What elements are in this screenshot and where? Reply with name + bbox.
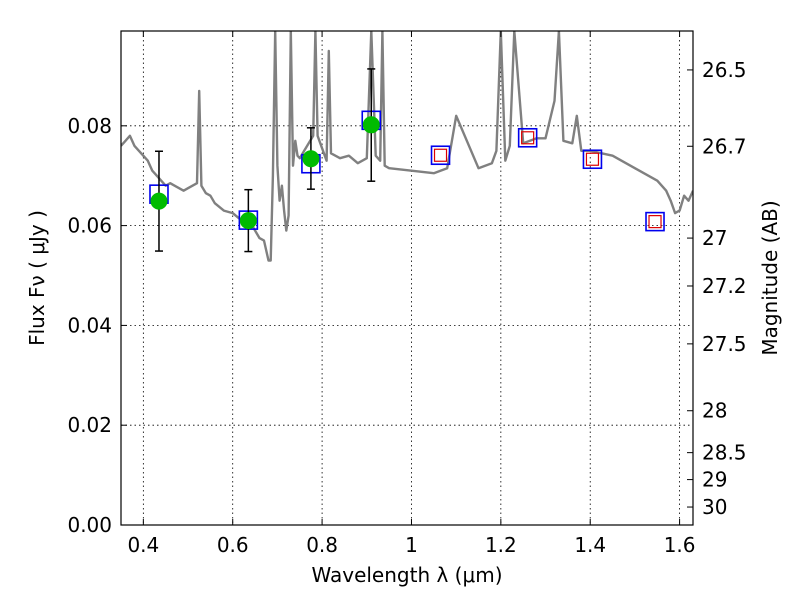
y-tick-label: 0.08 bbox=[67, 114, 112, 138]
x-tick-label: 1.6 bbox=[664, 533, 696, 557]
y-axis-label: Flux Fν ( μJy ) bbox=[25, 210, 49, 346]
predicted-nir-square bbox=[433, 148, 448, 162]
predicted-nir-square bbox=[585, 152, 600, 166]
observed-point bbox=[302, 150, 320, 168]
spectrum-line bbox=[121, 31, 693, 262]
x-tick-label: 1.4 bbox=[574, 533, 606, 557]
model-photometry-square bbox=[645, 211, 665, 232]
y2-tick-label: 28.5 bbox=[702, 441, 747, 465]
y-tick-label: 0.02 bbox=[67, 413, 112, 437]
model-spectrum bbox=[121, 31, 693, 262]
x-tick-label: 1 bbox=[405, 533, 418, 557]
x-tick-label: 0.6 bbox=[217, 533, 249, 557]
predicted-nir-square bbox=[648, 215, 662, 229]
predicted-nir-square bbox=[521, 131, 535, 145]
y2-tick-label: 26.5 bbox=[702, 58, 747, 82]
axis-ticks: 0.4 0.6 0.8 1 1.2 1.4 1.6 0.00 0.02 0.04 0.06 0.08 2… bbox=[67, 31, 747, 557]
model-photometry-square bbox=[582, 149, 603, 170]
y2-tick-label: 28 bbox=[702, 399, 727, 423]
model-photometry-square bbox=[430, 145, 451, 166]
y2-tick-label: 27.2 bbox=[702, 274, 747, 298]
model-photometry-square bbox=[517, 127, 538, 148]
observed-point bbox=[362, 116, 380, 134]
y2-tick-label: 27 bbox=[702, 226, 727, 250]
y-tick-label: 0.06 bbox=[67, 214, 112, 238]
x-tick-label: 1.2 bbox=[485, 533, 517, 557]
x-axis-label: Wavelength λ (μm) bbox=[311, 563, 502, 587]
y2-axis-label: Magnitude (AB) bbox=[758, 200, 782, 355]
y2-tick-label: 30 bbox=[702, 495, 727, 519]
y-tick-label: 0.00 bbox=[67, 513, 112, 537]
y2-tick-label: 29 bbox=[702, 468, 727, 492]
plot-frame bbox=[120, 30, 694, 526]
x-tick-label: 0.8 bbox=[306, 533, 338, 557]
observed-point bbox=[239, 212, 257, 230]
y2-tick-label: 26.7 bbox=[702, 134, 747, 158]
plot-area bbox=[121, 31, 693, 525]
x-tick-label: 0.4 bbox=[127, 533, 159, 557]
observed-point bbox=[150, 192, 168, 210]
data-points bbox=[149, 68, 665, 253]
y-tick-label: 0.04 bbox=[67, 313, 112, 337]
y2-tick-label: 27.5 bbox=[702, 332, 747, 356]
